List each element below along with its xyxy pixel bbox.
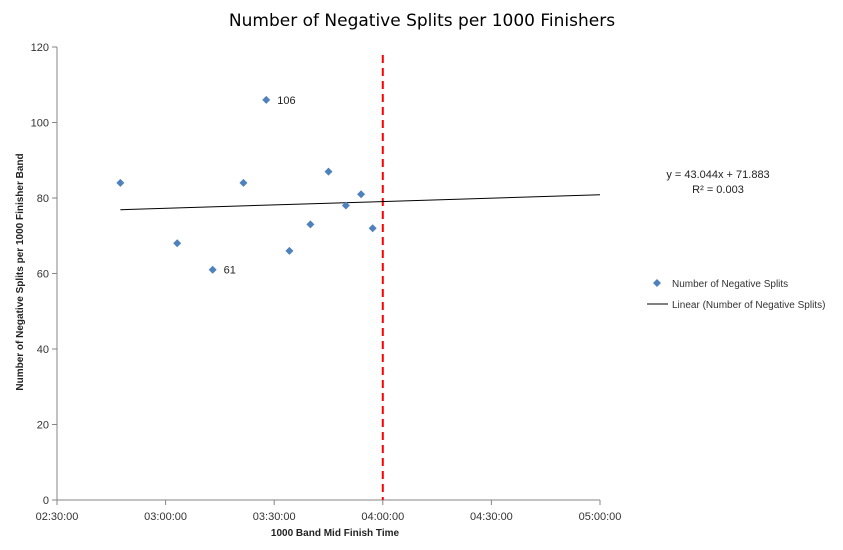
axes xyxy=(52,46,601,505)
y-tick-label: 80 xyxy=(37,193,49,205)
x-tick-label: 02:30:00 xyxy=(36,511,79,523)
x-tick-label: 03:00:00 xyxy=(144,511,187,523)
data-point xyxy=(306,220,315,229)
data-point xyxy=(368,224,377,233)
data-point xyxy=(208,265,217,274)
y-tick-label: 20 xyxy=(37,420,49,432)
legend-item-series: Number of Negative Splits xyxy=(672,279,788,290)
data-point xyxy=(341,201,350,210)
x-tick-label: 05:00:00 xyxy=(579,511,622,523)
chart-title: Number of Negative Splits per 1000 Finis… xyxy=(229,11,615,31)
y-tick-label: 60 xyxy=(37,269,49,281)
data-point xyxy=(357,190,366,199)
data-label: 106 xyxy=(277,95,295,107)
y-tick-label: 120 xyxy=(31,42,49,54)
legend-item-trendline: Linear (Number of Negative Splits) xyxy=(672,300,825,311)
trendline-group xyxy=(120,194,601,211)
x-tick-label: 03:30:00 xyxy=(253,511,296,523)
data-point xyxy=(262,95,271,104)
data-label: 61 xyxy=(224,265,236,277)
data-point xyxy=(116,178,125,187)
legend-marker-icon xyxy=(653,279,661,287)
y-tick-label: 100 xyxy=(31,118,49,130)
x-axis-title: 1000 Band Mid Finish Time xyxy=(271,528,400,539)
y-tick-label: 0 xyxy=(43,495,49,507)
x-tick-label: 04:30:00 xyxy=(470,511,513,523)
trendline xyxy=(120,194,601,211)
y-axis-title: Number of Negative Splits per 1000 Finis… xyxy=(15,153,26,390)
x-tick-label: 04:00:00 xyxy=(361,511,404,523)
data-point xyxy=(239,178,248,187)
legend: Number of Negative Splits Linear (Number… xyxy=(647,279,825,311)
data-point xyxy=(324,167,333,176)
data-points xyxy=(116,95,377,274)
tick-labels: 0 20 40 60 80 100 120 02:30:00 03:00:00 03:30:00 0… xyxy=(31,42,622,523)
trendline-r-squared: R² = 0.003 xyxy=(692,184,744,196)
data-labels: 61 106 xyxy=(224,95,296,277)
data-point xyxy=(173,239,182,248)
data-point xyxy=(285,246,294,255)
y-tick-label: 40 xyxy=(37,344,49,356)
trendline-equation: y = 43.044x + 71.883 xyxy=(666,169,769,181)
